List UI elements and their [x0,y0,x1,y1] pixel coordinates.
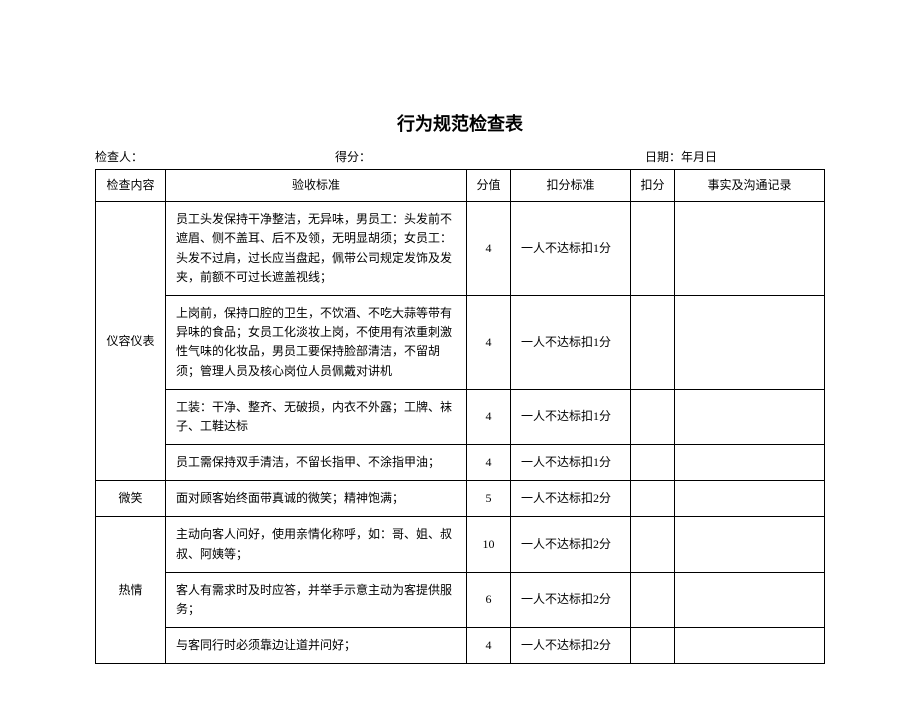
header-standard: 验收标准 [166,170,467,202]
table-row: 与客同行时必须靠边让道并问好；4一人不达标扣2分 [96,628,825,664]
table-body: 仪容仪表员工头发保持干净整洁，无异味，男员工：头发前不遮眉、侧不盖耳、后不及领，… [96,202,825,664]
table-row: 员工需保持双手清洁，不留长指甲、不涂指甲油；4一人不达标扣1分 [96,445,825,481]
notes-cell [675,202,825,296]
deduct-cell [631,628,675,664]
notes-cell [675,445,825,481]
inspector-label: 检查人： [95,148,335,165]
deduct-cell [631,445,675,481]
notes-cell [675,389,825,444]
table-row: 热情主动向客人问好，使用亲情化称呼，如：哥、姐、叔叔、阿姨等；10一人不达标扣2… [96,517,825,572]
deduct-standard-cell: 一人不达标扣1分 [511,202,631,296]
deduct-cell [631,517,675,572]
deduct-cell [631,202,675,296]
table-row: 客人有需求时及时应答，并举手示意主动为客提供服务；6一人不达标扣2分 [96,572,825,627]
table-row: 上岗前，保持口腔的卫生，不饮酒、不吃大蒜等带有异味的食品；女员工化淡妆上岗，不使… [96,295,825,389]
deduct-standard-cell: 一人不达标扣2分 [511,481,631,517]
deduct-standard-cell: 一人不达标扣1分 [511,445,631,481]
category-cell: 微笑 [96,481,166,517]
deduct-cell [631,572,675,627]
score-label: 得分： [335,148,645,165]
notes-cell [675,481,825,517]
header-deduct-std: 扣分标准 [511,170,631,202]
standard-cell: 员工需保持双手清洁，不留长指甲、不涂指甲油； [166,445,467,481]
standard-cell: 上岗前，保持口腔的卫生，不饮酒、不吃大蒜等带有异味的食品；女员工化淡妆上岗，不使… [166,295,467,389]
deduct-standard-cell: 一人不达标扣1分 [511,295,631,389]
standard-cell: 工装：干净、整齐、无破损，内衣不外露；工牌、袜子、工鞋达标 [166,389,467,444]
score-cell: 4 [467,445,511,481]
score-cell: 4 [467,295,511,389]
deduct-standard-cell: 一人不达标扣2分 [511,628,631,664]
date-label: 日期：年月日 [645,148,825,165]
page-title: 行为规范检查表 [95,110,825,136]
standard-cell: 与客同行时必须靠边让道并问好； [166,628,467,664]
table-header-row: 检查内容 验收标准 分值 扣分标准 扣分 事实及沟通记录 [96,170,825,202]
category-cell: 仪容仪表 [96,202,166,481]
header-notes: 事实及沟通记录 [675,170,825,202]
standard-cell: 客人有需求时及时应答，并举手示意主动为客提供服务； [166,572,467,627]
notes-cell [675,517,825,572]
standard-cell: 面对顾客始终面带真诚的微笑；精神饱满； [166,481,467,517]
inspection-table: 检查内容 验收标准 分值 扣分标准 扣分 事实及沟通记录 仪容仪表员工头发保持干… [95,169,825,664]
header-score: 分值 [467,170,511,202]
score-cell: 4 [467,202,511,296]
score-cell: 5 [467,481,511,517]
deduct-standard-cell: 一人不达标扣2分 [511,572,631,627]
deduct-standard-cell: 一人不达标扣2分 [511,517,631,572]
category-cell: 热情 [96,517,166,664]
standard-cell: 员工头发保持干净整洁，无异味，男员工：头发前不遮眉、侧不盖耳、后不及领，无明显胡… [166,202,467,296]
standard-cell: 主动向客人问好，使用亲情化称呼，如：哥、姐、叔叔、阿姨等； [166,517,467,572]
header-deduct: 扣分 [631,170,675,202]
deduct-cell [631,481,675,517]
deduct-standard-cell: 一人不达标扣1分 [511,389,631,444]
table-row: 仪容仪表员工头发保持干净整洁，无异味，男员工：头发前不遮眉、侧不盖耳、后不及领，… [96,202,825,296]
header-category: 检查内容 [96,170,166,202]
notes-cell [675,628,825,664]
score-cell: 10 [467,517,511,572]
notes-cell [675,572,825,627]
table-row: 微笑面对顾客始终面带真诚的微笑；精神饱满；5一人不达标扣2分 [96,481,825,517]
score-cell: 4 [467,628,511,664]
table-row: 工装：干净、整齐、无破损，内衣不外露；工牌、袜子、工鞋达标4一人不达标扣1分 [96,389,825,444]
notes-cell [675,295,825,389]
deduct-cell [631,389,675,444]
meta-row: 检查人： 得分： 日期：年月日 [95,148,825,165]
deduct-cell [631,295,675,389]
score-cell: 6 [467,572,511,627]
score-cell: 4 [467,389,511,444]
